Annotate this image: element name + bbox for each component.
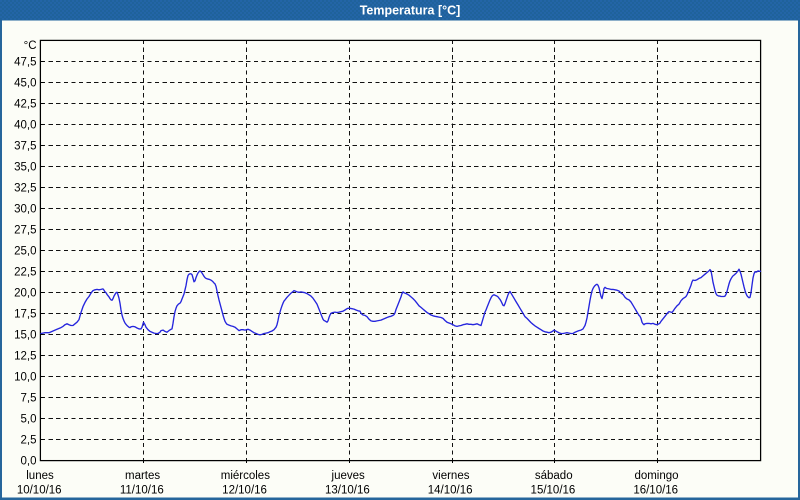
svg-text:sábado: sábado [535,470,573,482]
svg-text:12,5: 12,5 [14,351,36,363]
svg-text:10,0: 10,0 [14,372,36,384]
svg-text:7,5: 7,5 [21,393,37,405]
svg-text:miércoles: miércoles [221,470,270,482]
svg-text:domingo: domingo [634,470,678,482]
svg-text:20,0: 20,0 [14,288,36,300]
svg-text:13/10/16: 13/10/16 [325,485,370,497]
svg-text:5,0: 5,0 [21,414,37,426]
svg-text:jueves: jueves [331,470,365,482]
svg-text:martes: martes [125,470,160,482]
svg-text:lunes: lunes [26,470,54,482]
svg-text:0,0: 0,0 [21,456,37,468]
svg-text:Temperatura [°C]: Temperatura [°C] [360,4,461,18]
svg-text:37,5: 37,5 [14,141,36,153]
svg-text:25,0: 25,0 [14,246,36,258]
svg-text:viernes: viernes [432,470,469,482]
svg-text:42,5: 42,5 [14,99,36,111]
svg-text:35,0: 35,0 [14,162,36,174]
svg-text:32,5: 32,5 [14,183,36,195]
svg-text:2,5: 2,5 [21,435,37,447]
svg-text:10/10/16: 10/10/16 [17,485,62,497]
svg-text:47,5: 47,5 [14,57,36,69]
svg-text:16/10/16: 16/10/16 [633,485,678,497]
svg-text:27,5: 27,5 [14,225,36,237]
svg-text:45,0: 45,0 [14,78,36,90]
svg-text:22,5: 22,5 [14,267,36,279]
svg-text:15/10/16: 15/10/16 [531,485,576,497]
svg-text:15,0: 15,0 [14,330,36,342]
svg-text:30,0: 30,0 [14,204,36,216]
svg-text:12/10/16: 12/10/16 [222,485,267,497]
svg-text:40,0: 40,0 [14,120,36,132]
svg-text:11/10/16: 11/10/16 [120,485,164,497]
svg-text:17,5: 17,5 [14,309,36,321]
svg-text:°C: °C [24,40,37,52]
svg-text:14/10/16: 14/10/16 [428,485,473,497]
